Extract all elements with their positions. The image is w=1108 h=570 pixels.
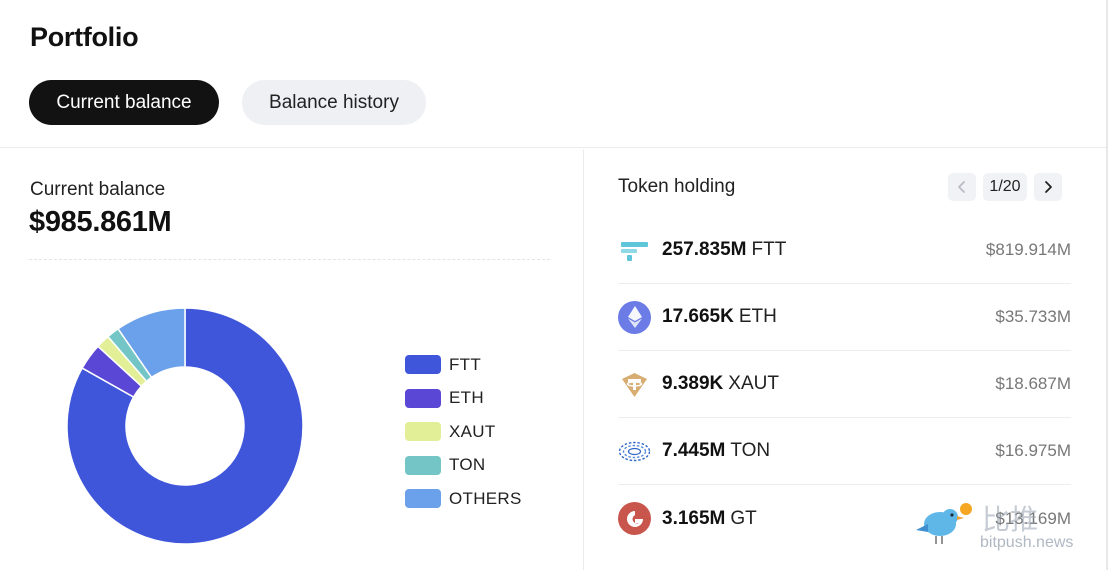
token-value: $16.975M — [995, 441, 1071, 460]
current-balance-label: Current balance — [30, 179, 166, 200]
legend-label-eth: ETH — [449, 388, 484, 408]
token-symbol: FTT — [751, 239, 787, 260]
legend-label-ftt: FTT — [449, 354, 482, 374]
legend-item-ton: TON — [405, 449, 522, 483]
pagination: 1/20 — [948, 173, 1062, 201]
token-row-ftt[interactable]: 257.835M FTT $819.914M — [618, 217, 1071, 284]
token-symbol: XAUT — [728, 373, 779, 394]
donut-slice-ftt[interactable] — [66, 307, 304, 545]
watermark-cn-text: 比推 — [982, 503, 1039, 536]
legend-swatch-ftt — [405, 355, 441, 375]
bitpush-watermark: 比推 bitpush.news — [910, 498, 1100, 558]
ftt-icon — [618, 234, 651, 267]
token-row-eth[interactable]: 17.665K ETH $35.733M — [618, 284, 1071, 351]
next-page-button[interactable] — [1034, 173, 1062, 201]
gt-icon — [618, 502, 651, 535]
tab-current-balance[interactable]: Current balance — [29, 80, 219, 125]
legend-swatch-eth — [405, 388, 441, 408]
token-value: $13.169M — [995, 508, 1071, 528]
legend-item-others: OTHERS — [405, 482, 522, 516]
legend-item-ftt: FTT — [405, 348, 522, 382]
legend-item-eth: ETH — [405, 382, 522, 416]
page-indicator: 1/20 — [983, 173, 1027, 201]
watermark-en-text: bitpush.news — [980, 534, 1074, 551]
bird-logo-icon — [916, 503, 972, 544]
prev-page-button[interactable] — [948, 173, 976, 201]
xaut-icon — [618, 368, 651, 401]
legend-swatch-xaut — [405, 422, 441, 442]
legend-swatch-others — [405, 489, 441, 509]
legend-label-xaut: XAUT — [449, 421, 496, 441]
ton-icon — [618, 435, 651, 468]
token-row-ton[interactable]: 7.445M TON $16.975M — [618, 418, 1071, 485]
token-symbol: GT — [730, 507, 757, 529]
token-amount: 257.835M — [662, 239, 747, 260]
chart-legend: FTT ETH XAUT TON OTHERS — [405, 348, 522, 516]
token-row-xaut[interactable]: 9.389K XAUT $18.687M — [618, 351, 1071, 418]
token-holding-title: Token holding — [618, 176, 736, 197]
token-amount: 3.165M — [662, 507, 726, 529]
page-title: Portfolio — [30, 22, 139, 52]
token-list: 257.835M FTT $819.914M 17.665K ETH $35.7… — [618, 217, 1071, 552]
legend-label-others: OTHERS — [449, 488, 522, 508]
token-symbol: ETH — [738, 306, 777, 327]
current-balance-value: $985.861M — [29, 206, 172, 238]
eth-icon — [618, 300, 651, 334]
portfolio-tabs: Current balance Balance history — [29, 80, 426, 125]
legend-item-xaut: XAUT — [405, 415, 522, 449]
portfolio-header: Portfolio Current balance Balance histor… — [0, 0, 1108, 148]
token-amount: 17.665K — [662, 306, 734, 327]
tab-balance-history[interactable]: Balance history — [242, 80, 426, 125]
token-value: $18.687M — [995, 374, 1071, 393]
chevron-left-icon — [958, 181, 965, 193]
token-value: $819.914M — [985, 240, 1071, 259]
scroll-edge — [1106, 0, 1108, 570]
legend-label-ton: TON — [449, 455, 486, 475]
donut-slice-others[interactable] — [117, 307, 186, 379]
token-amount: 9.389K — [662, 373, 724, 394]
token-amount: 7.445M — [662, 440, 726, 461]
chevron-right-icon — [1045, 181, 1052, 193]
divider — [29, 259, 550, 260]
balance-donut-chart — [66, 307, 304, 545]
legend-swatch-ton — [405, 455, 441, 475]
token-value: $35.733M — [995, 307, 1071, 326]
token-row-gt[interactable]: 3.165M GT $13.169M — [618, 485, 1071, 552]
token-holding-panel: Token holding 1/20 257.835M FTT $819.914… — [585, 149, 1106, 570]
token-symbol: TON — [730, 440, 771, 461]
balance-panel: Current balance $985.861M — [0, 149, 584, 570]
